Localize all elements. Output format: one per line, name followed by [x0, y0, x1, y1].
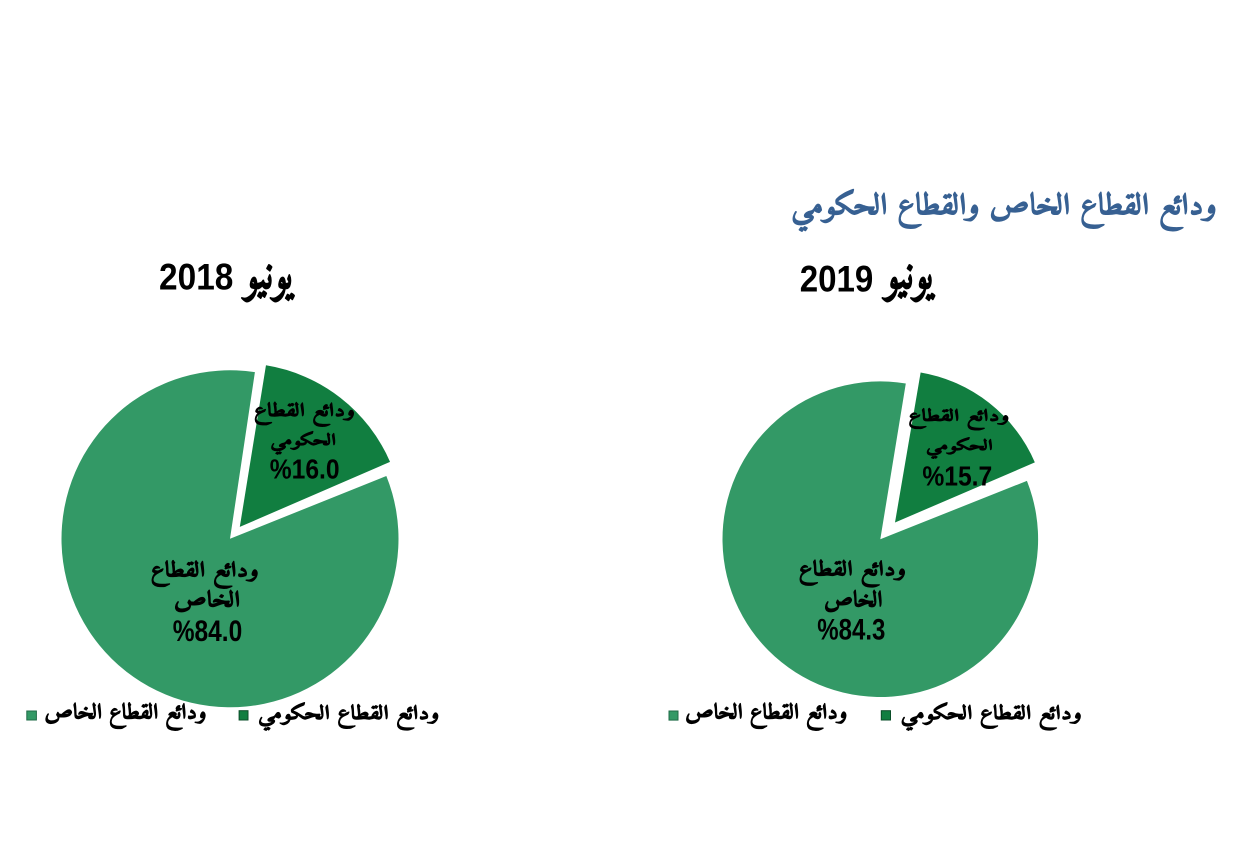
svg-text:%16.0: %16.0: [270, 454, 340, 485]
svg-text:2018: 2018: [159, 255, 233, 297]
svg-text:2019: 2019: [800, 257, 874, 299]
svg-text:%15.7: %15.7: [922, 460, 992, 491]
svg-text:%84.0: %84.0: [173, 615, 243, 648]
svg-text:%84.3: %84.3: [817, 614, 885, 647]
